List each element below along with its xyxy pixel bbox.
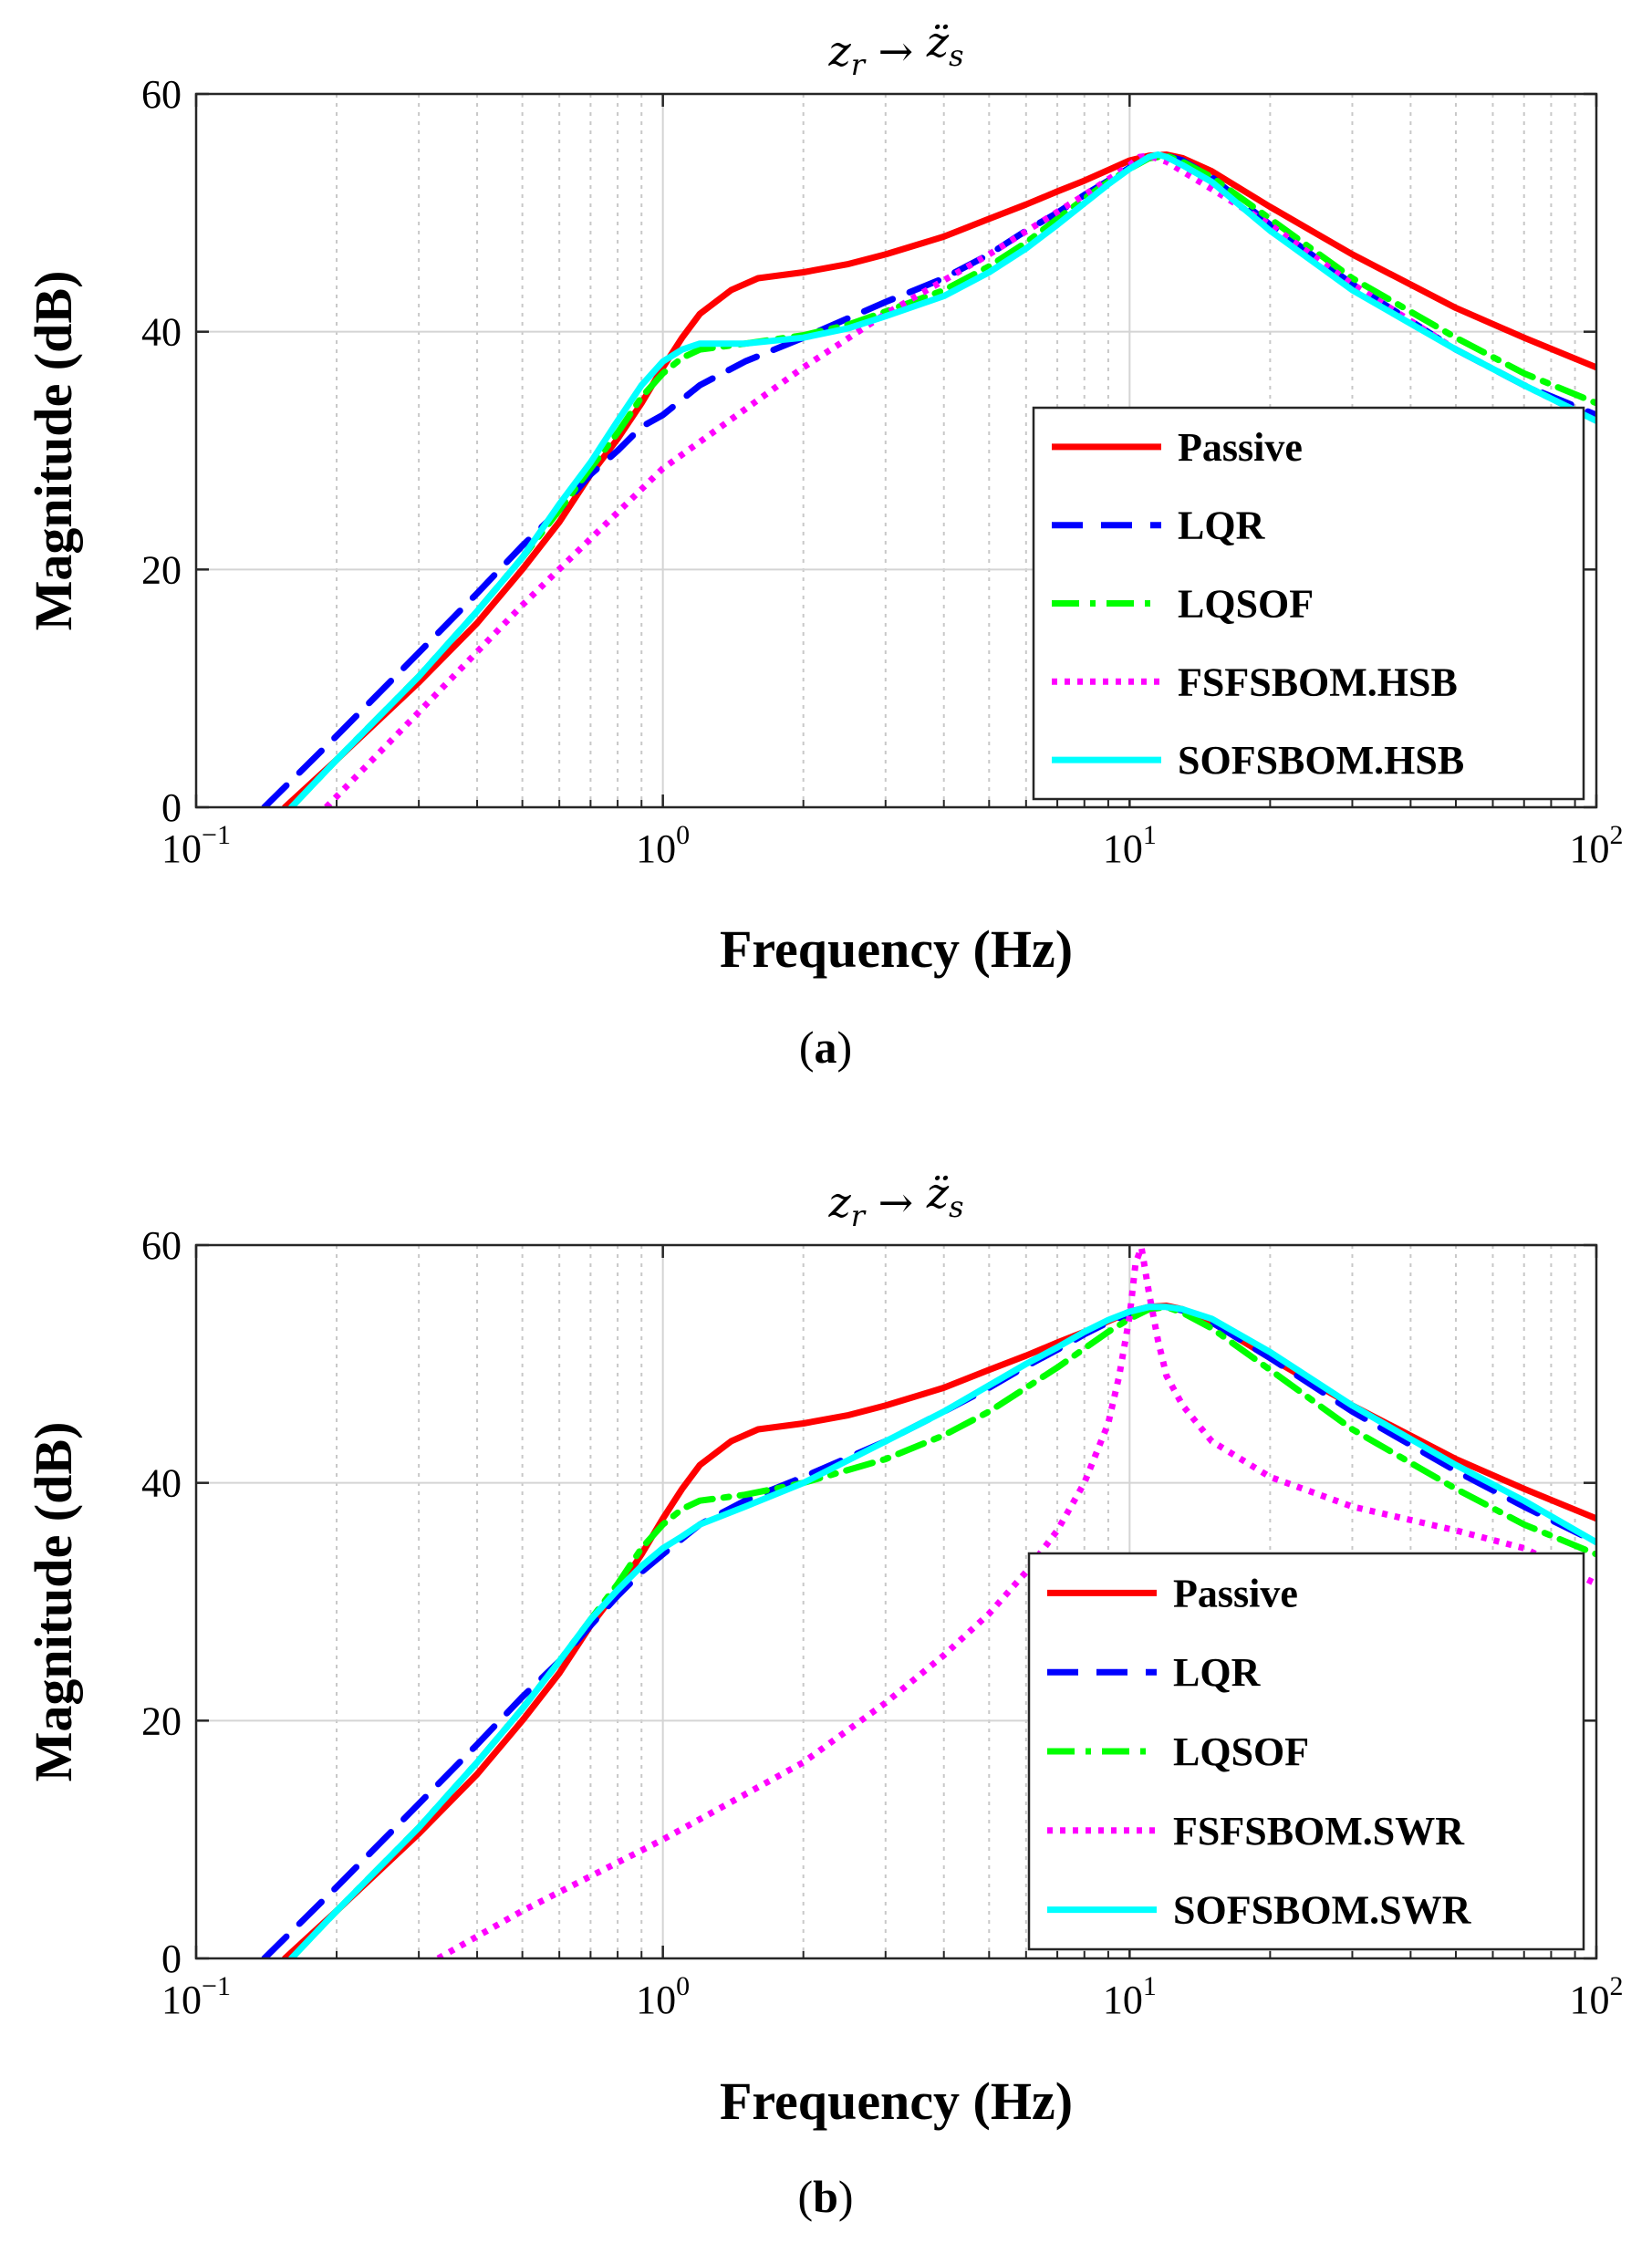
x-axis-label: Frequency (Hz): [720, 2072, 1073, 2131]
series-line-fsfsbom-hsb: [324, 152, 1596, 807]
series-line-sofsbom-hsb: [287, 151, 1596, 807]
x-tick-label: 10−1: [161, 1971, 231, 2022]
series-line-lqsof: [287, 152, 1596, 807]
y-tick-label: 60: [141, 72, 182, 117]
legend-label: Passive: [1178, 425, 1303, 470]
x-tick-label: 10−1: [161, 820, 231, 871]
legend: Passive LQR LQSOF FSFSBOM.HSB SOFSBOM.HSB: [1032, 406, 1585, 801]
chart-panel-a: 0 20 40 60 10−1 100 101 102 zr → z̈s Frequency (H…: [24, 17, 1624, 1073]
x-axis-label: Frequency (Hz): [720, 919, 1073, 979]
x-tick-label: 100: [636, 1971, 690, 2022]
legend-label: LQR: [1173, 1650, 1262, 1695]
y-tick-label: 20: [141, 1698, 182, 1743]
chart-title: zr → z̈s: [827, 1168, 963, 1233]
y-tick-label: 40: [141, 310, 182, 355]
y-tick-label: 0: [161, 785, 182, 830]
legend-label: LQSOF: [1178, 582, 1314, 627]
series-line-fsfsbom-swr: [436, 1244, 1596, 1958]
series-group: [261, 151, 1596, 807]
legend-label: LQR: [1178, 504, 1266, 548]
panel-caption: (a): [799, 1022, 852, 1073]
legend-label: FSFSBOM.SWR: [1173, 1809, 1465, 1854]
legend: Passive LQR LQSOF FSFSBOM.SWR SOFSBOM.SWR: [1027, 1552, 1585, 1951]
x-tick-label: 101: [1103, 820, 1157, 871]
panel-caption: (b): [797, 2171, 853, 2222]
y-tick-label: 0: [161, 1937, 182, 1981]
legend-label: LQSOF: [1173, 1729, 1309, 1774]
series-line-passive: [281, 151, 1596, 807]
x-tick-label: 102: [1570, 1971, 1624, 2022]
x-tick-label: 102: [1570, 820, 1624, 871]
x-tick-label: 101: [1103, 1971, 1157, 2022]
legend-label: SOFSBOM.SWR: [1173, 1888, 1472, 1933]
axes-box: [194, 92, 1598, 809]
chart-title: zr → z̈s: [827, 17, 963, 82]
y-axis-label: Magnitude (dB): [24, 1422, 83, 1782]
axes-box: [194, 1243, 1598, 1960]
y-tick-label: 40: [141, 1461, 182, 1506]
y-tick-label: 20: [141, 547, 182, 592]
y-axis-label: Magnitude (dB): [24, 271, 83, 631]
legend-label: FSFSBOM.HSB: [1178, 659, 1458, 704]
legend-label: SOFSBOM.HSB: [1178, 738, 1464, 783]
series-line-sofsbom-swr: [287, 1303, 1596, 1958]
y-tick-label: 60: [141, 1223, 182, 1268]
legend-label: Passive: [1173, 1571, 1298, 1615]
chart-panel-b: 0 20 40 60 10−1 100 101 102 zr → z̈s Frequency (H…: [24, 1168, 1624, 2222]
series-group: [261, 1244, 1596, 1958]
x-tick-label: 100: [636, 820, 690, 871]
